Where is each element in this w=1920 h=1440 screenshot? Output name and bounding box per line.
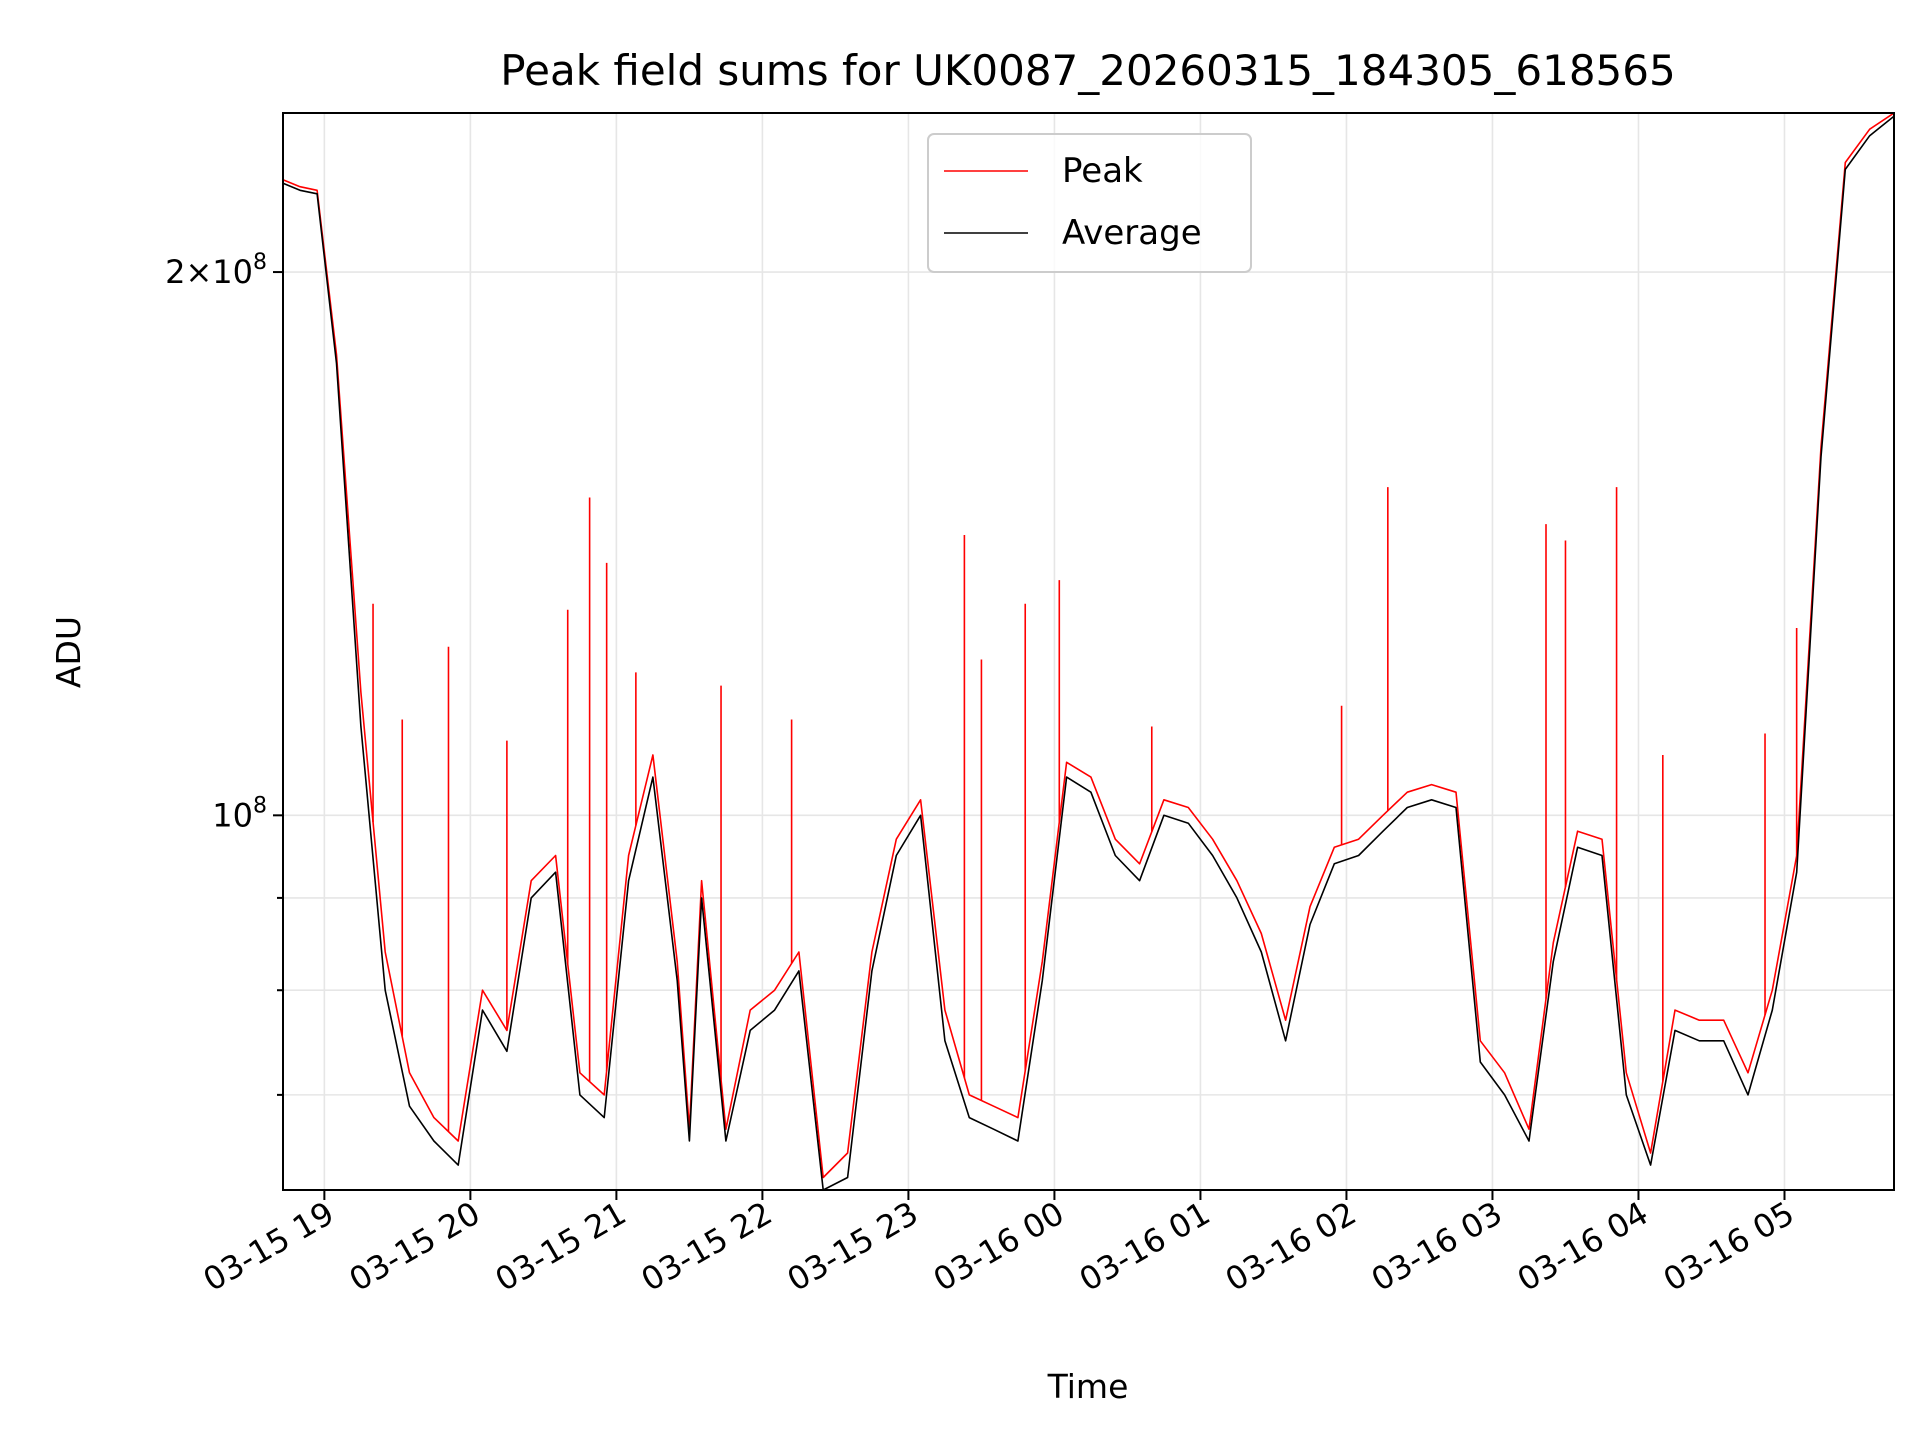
series-line-average — [283, 115, 1894, 1190]
series-line-peak — [283, 113, 1894, 1179]
legend-label-average: Average — [1062, 213, 1202, 253]
y-tick-label: 108 — [212, 793, 267, 834]
y-axis-label: ADU — [49, 616, 88, 688]
plot-area — [283, 113, 1894, 1190]
legend-label-peak: Peak — [1062, 151, 1143, 191]
chart-title: Peak field sums for UK0087_20260315_1843… — [500, 46, 1675, 95]
y-tick-label: 2×108 — [165, 250, 267, 291]
y-axis-ticks: 2×108 108 — [165, 250, 283, 1096]
x-axis-label: Time — [1047, 1367, 1129, 1406]
legend: Peak Average — [927, 133, 1252, 273]
legend-box — [927, 133, 1252, 273]
axes-frame — [282, 112, 1895, 1191]
grid-lines — [283, 113, 1894, 1190]
